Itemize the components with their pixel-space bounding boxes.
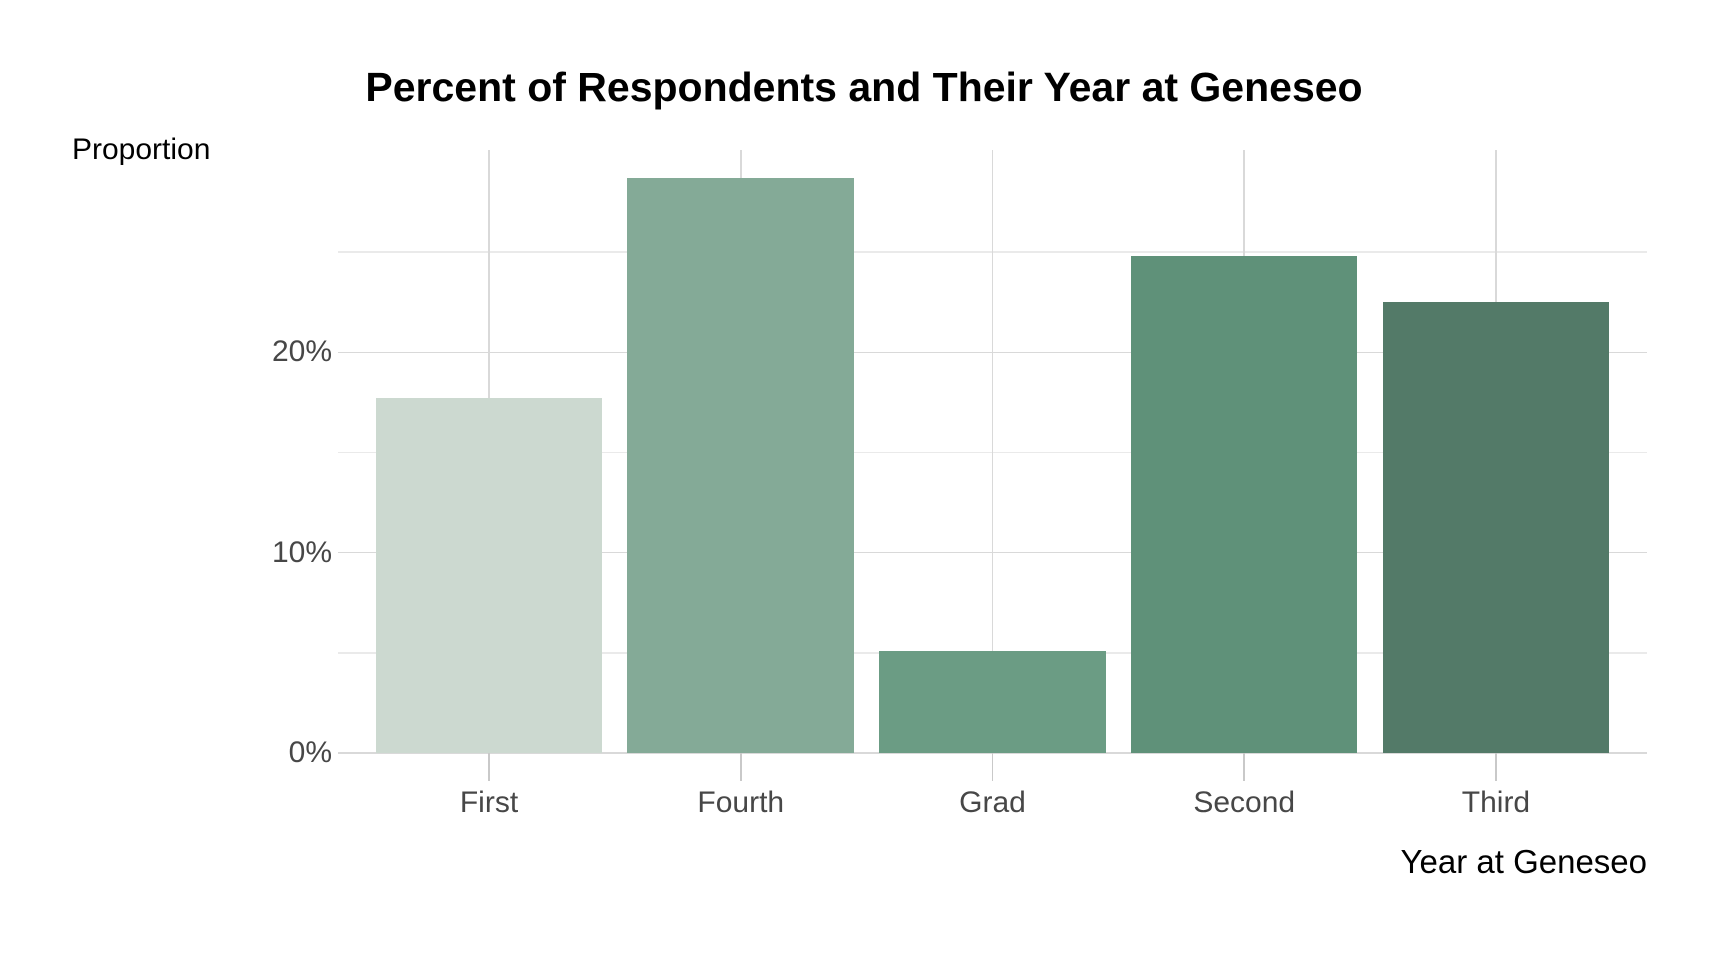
y-axis-title: Proportion xyxy=(72,133,211,166)
bar-third xyxy=(1382,302,1610,753)
x-axis-title: Year at Geneseo xyxy=(1400,843,1647,880)
chart-title: Percent of Respondents and Their Year at… xyxy=(365,64,1363,110)
bar-fourth xyxy=(627,178,855,753)
x-tick-label-third: Third xyxy=(1461,786,1531,819)
x-tick-label-fourth: Fourth xyxy=(697,786,785,819)
x-tick-mark-grad xyxy=(991,753,994,781)
bar-second xyxy=(1130,256,1358,753)
x-tick-mark-second xyxy=(1243,753,1245,781)
x-tick-label-first: First xyxy=(459,786,519,819)
bar-first xyxy=(375,398,603,753)
x-tick-mark-third xyxy=(1495,753,1497,781)
x-tick-label-grad: Grad xyxy=(959,786,1026,819)
y-tick-label-10: 10% xyxy=(271,535,332,569)
x-tick-label-second: Second xyxy=(1193,786,1296,819)
x-tick-mark-fourth xyxy=(740,753,742,781)
y-tick-label-0: 0% xyxy=(288,736,332,769)
x-tick-mark-first xyxy=(488,753,490,781)
y-tick-label-20: 20% xyxy=(271,335,332,369)
bar-grad xyxy=(879,650,1106,753)
gridline-category-grad xyxy=(991,150,994,753)
